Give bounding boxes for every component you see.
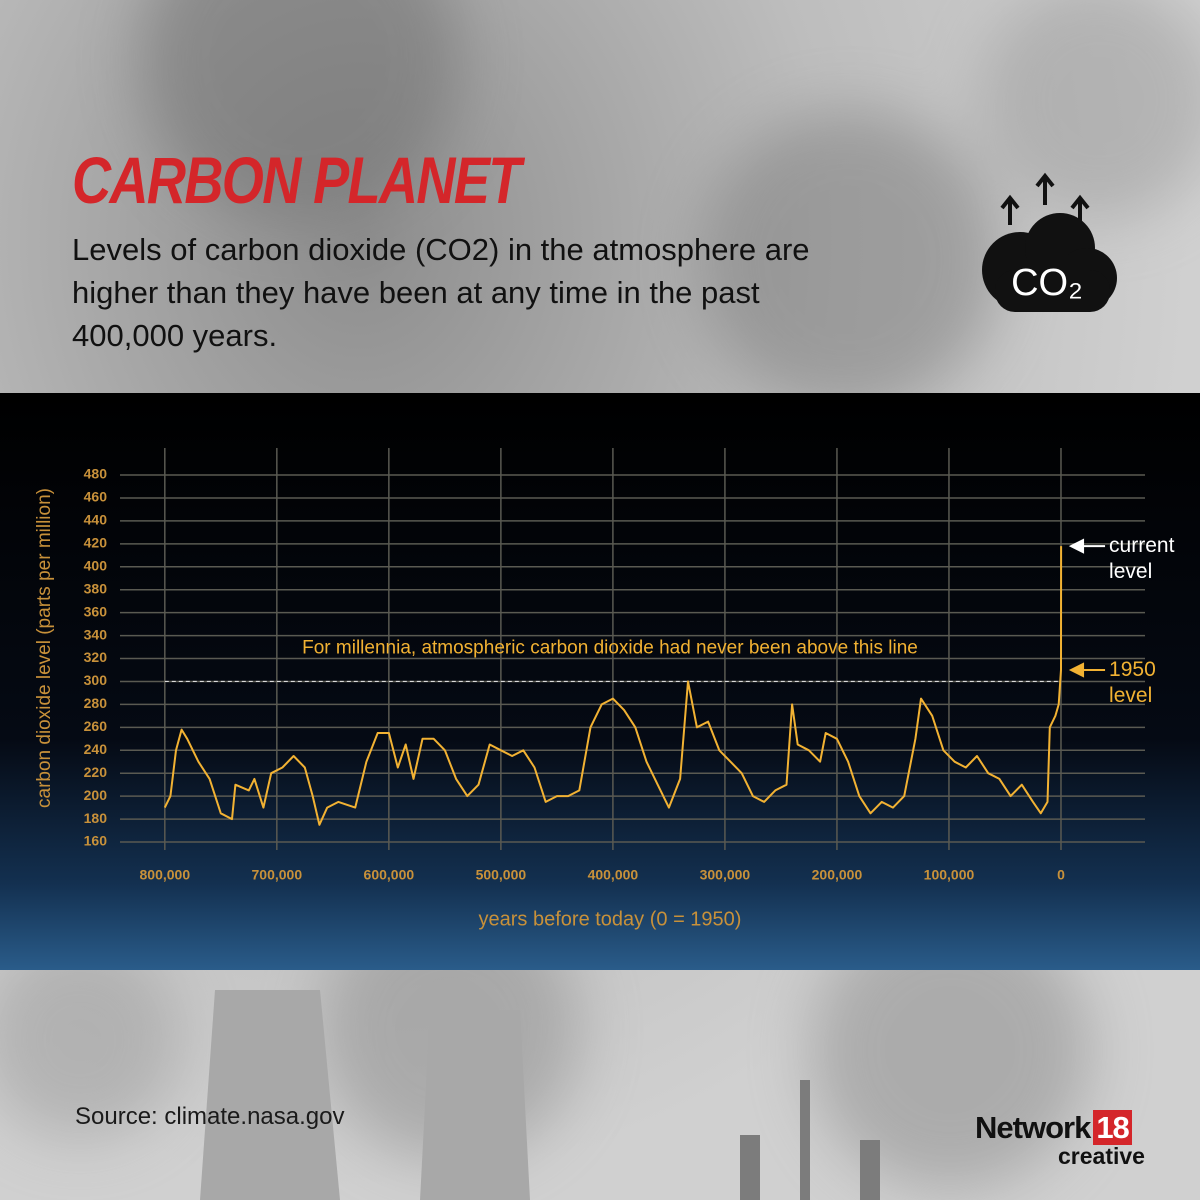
co2-line — [163, 546, 1063, 826]
y-tick-label: 320 — [84, 649, 108, 665]
y-tick-label: 380 — [84, 580, 108, 596]
annotation-arrow — [1068, 538, 1106, 554]
y-tick-label: 340 — [84, 626, 108, 642]
reference-label: For millennia, atmospheric carbon dioxid… — [302, 637, 918, 658]
x-axis-title: years before today (0 = 1950) — [479, 908, 742, 930]
source: Source: climate.nasa.gov — [75, 1103, 345, 1130]
y-tick-label: 480 — [84, 466, 108, 482]
y-tick-label: 460 — [84, 489, 108, 505]
x-tick-label: 100,000 — [924, 867, 975, 883]
x-tick-label: 500,000 — [476, 867, 527, 883]
title: CARBON PLANET — [72, 143, 521, 217]
annotation: 1950 level — [1109, 657, 1156, 707]
brand-sub: creative — [1058, 1143, 1145, 1169]
x-tick-label: 800,000 — [140, 867, 191, 883]
icon-label: CO₂ — [1011, 262, 1083, 304]
annotation: current level — [1109, 534, 1175, 584]
subtitle: Levels of carbon dioxide (CO2) in the at… — [72, 232, 810, 353]
annotation-arrow — [1068, 662, 1106, 678]
x-tick-label: 700,000 — [252, 867, 303, 883]
brand-number: 18 — [1093, 1110, 1132, 1145]
y-tick-label: 220 — [84, 764, 108, 780]
brand: Network 18 — [975, 1110, 1132, 1146]
x-tick-label: 600,000 — [364, 867, 415, 883]
x-tick-label: 400,000 — [588, 867, 639, 883]
y-tick-label: 360 — [84, 603, 108, 619]
y-tick-label: 440 — [84, 512, 108, 528]
y-tick-label: 180 — [84, 810, 108, 826]
y-axis-title: carbon dioxide level (parts per million) — [34, 488, 55, 808]
x-tick-label: 200,000 — [812, 867, 863, 883]
y-tick-label: 200 — [84, 787, 108, 803]
x-tick-label: 0 — [1057, 867, 1065, 883]
y-tick-label: 240 — [84, 741, 108, 757]
y-tick-label: 420 — [84, 535, 108, 551]
y-tick-label: 400 — [84, 557, 108, 573]
brand-name: Network — [975, 1110, 1091, 1145]
y-tick-label: 300 — [84, 672, 108, 688]
chart: carbon dioxide level (parts per million)… — [0, 393, 1200, 970]
y-tick-label: 260 — [84, 718, 108, 734]
y-tick-label: 160 — [84, 833, 108, 849]
co2-icon: CO₂ — [982, 172, 1117, 312]
x-tick-label: 300,000 — [700, 867, 751, 883]
y-tick-label: 280 — [84, 695, 108, 711]
